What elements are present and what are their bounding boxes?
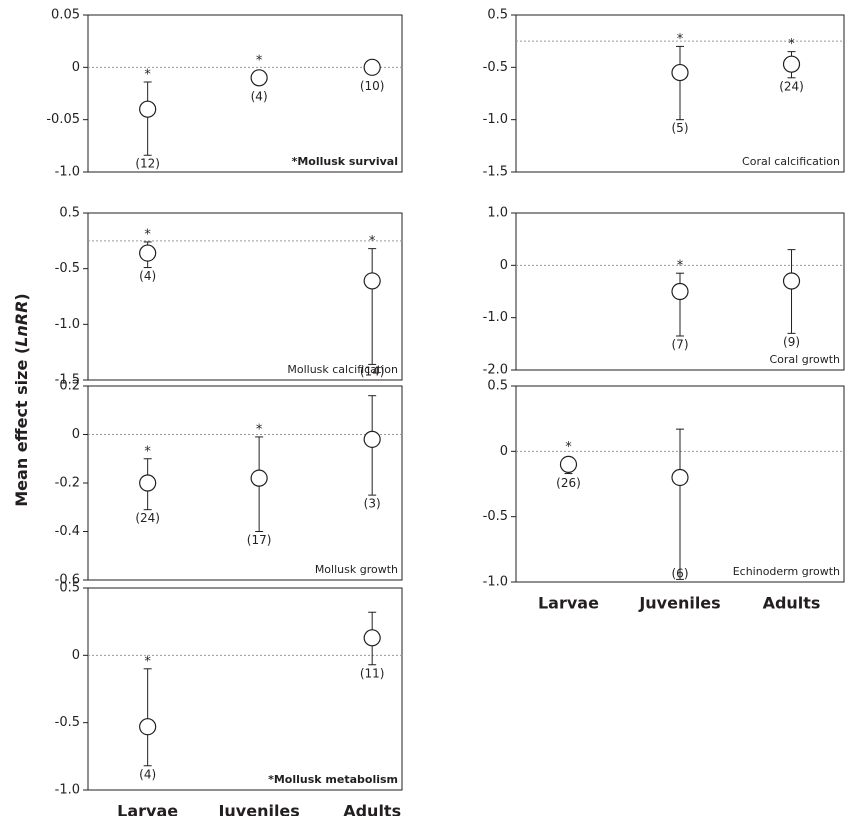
panel-label: Echinoderm growth [733,565,840,578]
mean-point [363,58,381,76]
significance-mark: * [565,440,572,455]
significance-mark: * [677,259,684,274]
x-tick-label: Adults [343,802,401,817]
significance-mark: * [144,227,151,242]
significance-mark: * [677,32,684,47]
y-tick-label: -0.4 [55,524,80,539]
significance-mark: * [144,67,151,82]
sample-size: (11) [360,666,385,680]
sample-size: (24) [779,79,804,93]
y-title-part: LnRR [12,301,31,347]
y-tick-label: 0 [500,258,508,273]
y-tick-label: -1.5 [55,373,80,388]
y-tick-label: -0.05 [46,112,80,127]
sample-size: (24) [135,511,160,525]
panel-frame [87,212,403,381]
mean-point [139,474,157,492]
y-tick-label: -1.0 [483,310,508,325]
sample-size: (6) [672,567,689,581]
y-axis-title: Mean effect size (LnRR) [12,293,31,507]
sample-size: (5) [672,121,689,135]
panel-frame [87,587,403,791]
x-tick-label: Juveniles [217,802,299,817]
mean-point [559,455,578,473]
y-tick-label: -1.0 [483,575,508,590]
significance-mark: * [369,234,376,249]
panel-frame [515,385,845,583]
x-tick-label: Juveniles [638,594,720,613]
panel-frame [87,385,403,581]
y-title-part: ) [12,293,31,300]
panel-label: Mollusk calcification [287,363,398,376]
sample-size: (7) [672,337,689,351]
y-tick-label: -1.0 [55,165,80,180]
panel-frame [87,14,403,173]
y-tick-label: 0.5 [487,8,508,23]
sample-size: (26) [556,476,581,490]
sample-size: (4) [251,89,268,103]
sample-size: (14) [360,365,385,379]
y-tick-label: -1.0 [483,112,508,127]
panel-label: Mollusk growth [315,563,398,576]
panel-frame [515,212,845,371]
mean-point [139,718,157,736]
y-tick-label: 0 [72,427,80,442]
y-tick-label: -0.5 [483,60,508,75]
mean-point [363,629,381,647]
mean-point [250,69,268,87]
sample-size: (17) [247,533,272,547]
sample-size: (3) [364,497,381,511]
sample-size: (4) [139,269,156,283]
y-tick-label: 0.5 [59,581,80,596]
panel-frame [515,14,845,173]
panel-label: Coral calcification [742,155,840,168]
y-tick-label: -1.5 [483,165,508,180]
sample-size: (9) [783,335,800,349]
y-tick-label: 0 [72,648,80,663]
y-tick-label: -0.6 [55,573,80,588]
significance-mark: * [256,53,263,68]
panel-label: Coral growth [769,353,840,366]
mean-point [671,282,689,301]
panel-label: *Mollusk metabolism [268,773,398,786]
mean-point [671,468,689,487]
significance-mark: * [144,654,151,669]
y-tick-label: -1.0 [55,783,80,798]
y-tick-label: 0.05 [51,8,80,23]
significance-mark: * [256,422,263,437]
mean-point [363,430,381,448]
x-tick-label: Larvae [117,802,178,817]
y-tick-label: 0.5 [59,206,80,221]
mean-point [363,272,381,290]
y-tick-label: 0 [500,444,508,459]
y-title-part: Mean effect size ( [12,347,31,507]
y-tick-label: -0.2 [55,476,80,491]
y-tick-label: -2.0 [483,363,508,378]
y-tick-label: 1.0 [487,206,508,221]
y-tick-label: 0 [72,60,80,75]
mean-point [139,100,157,118]
significance-mark: * [144,444,151,459]
y-tick-label: -0.5 [55,715,80,730]
sample-size: (12) [135,157,160,171]
y-tick-label: 0.2 [59,379,80,394]
mean-point [139,244,157,262]
mean-point [782,55,801,73]
panel-label: *Mollusk survival [292,155,398,168]
sample-size: (10) [360,79,385,93]
mean-point [782,272,801,290]
mean-point [671,63,689,82]
significance-mark: * [788,37,795,52]
y-tick-label: -1.0 [55,317,80,332]
x-tick-label: Larvae [538,594,599,613]
x-tick-label: Adults [763,594,821,613]
mean-point [250,469,268,487]
sample-size: (4) [139,767,156,781]
y-tick-label: -0.5 [55,261,80,276]
y-tick-label: -0.5 [483,509,508,524]
y-tick-label: 0.5 [487,379,508,394]
